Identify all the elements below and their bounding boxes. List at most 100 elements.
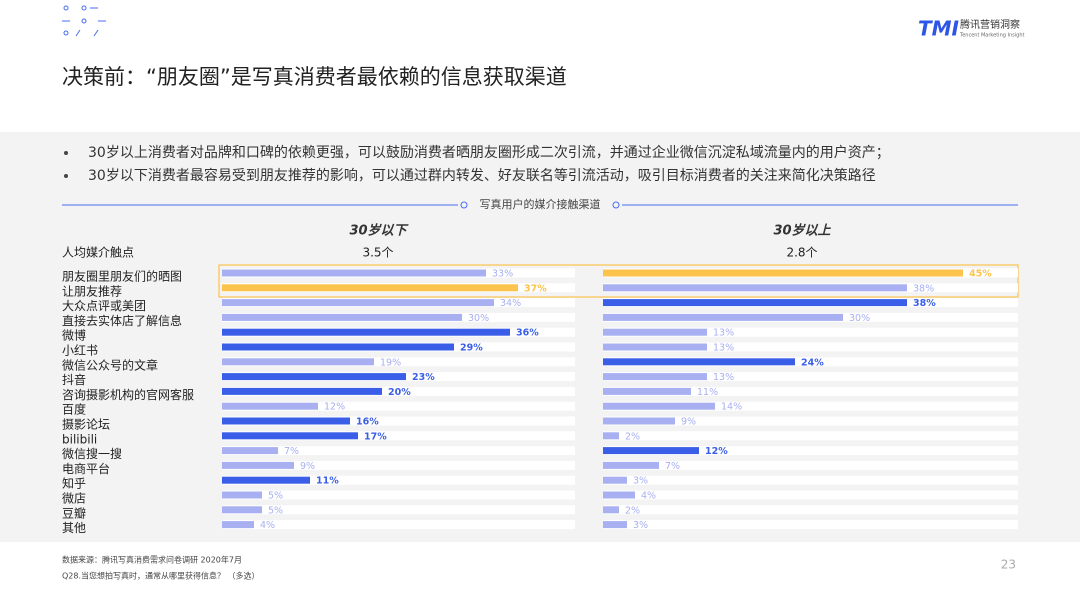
- bar-track: [222, 490, 575, 500]
- brand: 腾讯营销洞察: [960, 18, 1020, 31]
- bar-track: [222, 431, 575, 441]
- bar-track: [603, 520, 1018, 530]
- value-label: 13%: [713, 372, 734, 383]
- highlight-box: [218, 264, 1019, 298]
- bar-track: [222, 475, 575, 485]
- bar: [603, 299, 907, 307]
- bar: [222, 358, 374, 366]
- value-label: 9%: [681, 417, 696, 428]
- value-label: 38%: [913, 283, 934, 294]
- bar: [222, 506, 262, 514]
- page-number: 23: [1001, 558, 1016, 572]
- value-label: 29%: [460, 343, 483, 354]
- category-label: 知乎: [62, 477, 86, 491]
- bar-track: [603, 372, 1018, 382]
- corner-pattern: [62, 5, 106, 37]
- category-label: 电商平台: [62, 461, 110, 476]
- footer-source: 数据来源：腾讯写真消费需求问卷调研 2020年7月: [62, 555, 242, 565]
- bar-track: [222, 386, 575, 396]
- bar: [222, 343, 454, 351]
- bar: [222, 432, 358, 440]
- bar-track: [603, 505, 1018, 515]
- bar: [603, 328, 707, 336]
- value-label: 30%: [849, 313, 870, 324]
- bar: [603, 476, 627, 484]
- chart: TMI 腾讯营销洞察 Tencent Marketing Insight 决策前：“朋…: [62, 17, 1024, 581]
- chart-title: 写真用户的媒介接触渠道: [480, 197, 601, 211]
- series-subtitle: 3.5个: [362, 246, 393, 260]
- bar-track: [603, 401, 1018, 411]
- bar: [603, 461, 659, 469]
- value-label: 37%: [524, 283, 547, 294]
- bar-track: [603, 446, 1018, 456]
- bar: [222, 299, 494, 307]
- bullet-dot: [64, 174, 68, 178]
- bar-track: [603, 416, 1018, 426]
- category-label: 微信公众号的文章: [62, 357, 158, 372]
- value-label: 11%: [316, 476, 339, 487]
- category-label: 微博: [62, 328, 86, 343]
- bar: [603, 284, 907, 292]
- bar: [603, 447, 699, 455]
- bar-track: [222, 460, 575, 470]
- series-name: 30岁以下: [349, 223, 409, 239]
- category-label: 其他: [62, 521, 86, 535]
- value-label: 14%: [721, 402, 742, 413]
- bar: [603, 358, 795, 366]
- category-label: 抖音: [62, 372, 86, 387]
- bar: [222, 476, 310, 484]
- value-label: 17%: [364, 431, 387, 442]
- value-label: 5%: [268, 491, 283, 502]
- value-label: 7%: [284, 446, 299, 457]
- bullet-dot: [64, 151, 68, 155]
- category-label: 朋友圈里朋友们的晒图: [62, 269, 182, 284]
- bar-track: [222, 357, 575, 367]
- bar: [222, 417, 350, 425]
- divider-gap: [458, 196, 622, 214]
- value-label: 12%: [324, 402, 345, 413]
- bar: [222, 269, 486, 277]
- bar: [222, 387, 382, 395]
- value-label: 3%: [633, 520, 648, 531]
- value-label: 11%: [697, 387, 718, 398]
- footer-question: Q28.当您想拍写真时，通常从哪里获得信息？ （多选）: [62, 571, 260, 581]
- category-label: bilibili: [62, 432, 97, 446]
- divider-dot: [612, 201, 620, 209]
- bar-track: [222, 505, 575, 515]
- category-label: 百度: [62, 402, 86, 417]
- value-label: 19%: [380, 357, 401, 368]
- divider-dot: [460, 201, 468, 209]
- bar-track: [603, 460, 1018, 470]
- bar: [603, 506, 619, 514]
- value-label: 2%: [625, 431, 640, 442]
- row-header: 人均媒介触点: [62, 246, 134, 260]
- value-label: 23%: [412, 372, 435, 383]
- value-label: 3%: [633, 476, 648, 487]
- value-label: 9%: [300, 461, 315, 472]
- bar: [222, 521, 254, 529]
- title: 决策前：“朋友圈”是写真消费者最依赖的信息获取渠道: [62, 65, 567, 89]
- value-label: 33%: [492, 269, 513, 280]
- bar: [603, 269, 963, 277]
- category-label: 微店: [62, 492, 86, 506]
- value-label: 13%: [713, 343, 734, 354]
- bar: [603, 402, 715, 410]
- bar: [603, 343, 707, 351]
- series-subtitle: 2.8个: [786, 246, 817, 260]
- bar: [603, 491, 635, 499]
- value-label: 13%: [713, 328, 734, 339]
- bar: [603, 521, 627, 529]
- bar: [222, 284, 518, 292]
- value-label: 4%: [641, 491, 656, 502]
- bar: [222, 447, 278, 455]
- bar-track: [603, 342, 1018, 352]
- bar: [222, 313, 462, 321]
- bar-track: [603, 327, 1018, 337]
- bar: [222, 402, 318, 410]
- bar-track: [603, 357, 1018, 367]
- bar-track: [222, 446, 575, 456]
- bar-track: [603, 386, 1018, 396]
- bar: [603, 373, 707, 381]
- bar-track: [222, 520, 575, 530]
